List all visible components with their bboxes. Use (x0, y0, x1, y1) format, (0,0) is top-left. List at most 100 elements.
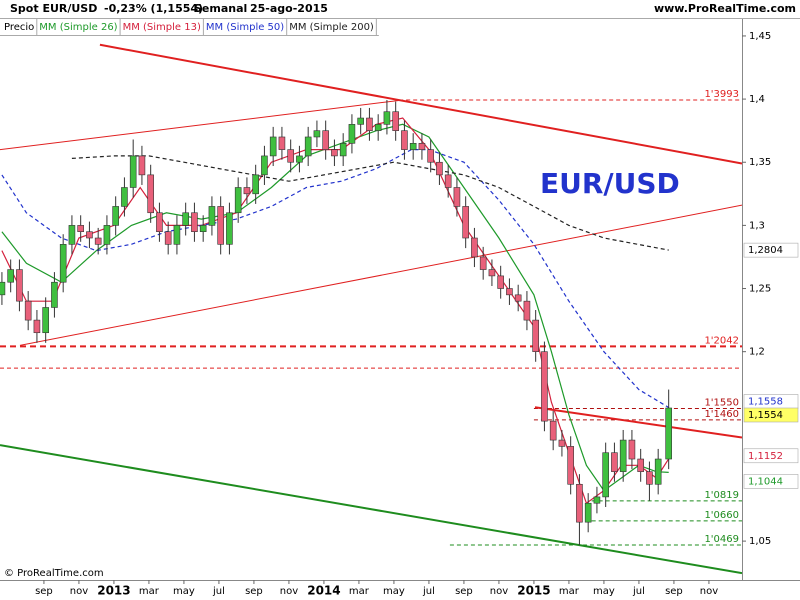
candle-body (541, 351, 548, 422)
candle-body (488, 269, 496, 277)
x-tick-label: nov (700, 586, 718, 597)
candle-body (322, 130, 329, 150)
candle-body (94, 237, 102, 245)
date: 25-ago-2015 (250, 2, 328, 15)
candle-body (532, 319, 539, 352)
candle-body (0, 281, 6, 296)
candle-body (68, 225, 76, 245)
candle-body (366, 117, 373, 131)
candle-body (33, 319, 41, 334)
candle-body (199, 225, 207, 232)
candle-body (243, 187, 251, 195)
candle-body (357, 117, 364, 125)
candle-body (234, 187, 242, 214)
x-tick-label: nov (280, 586, 298, 597)
level-label: 1'3993 (704, 89, 739, 100)
x-tick-label: may (383, 586, 405, 597)
level-label: 1'0660 (704, 510, 739, 521)
candle-body (339, 142, 347, 157)
price-tag-label: 1,1044 (748, 476, 783, 487)
trendline (99, 43, 742, 165)
price-tag (743, 242, 799, 258)
candle-body (24, 300, 32, 321)
candle-body (112, 206, 119, 226)
legend: Precio MM (Simple 26) MM (Simple 13) MM (Si… (0, 19, 379, 36)
candle-body (514, 294, 522, 302)
candle-body (462, 206, 469, 239)
candle-body (436, 161, 443, 176)
period: Semanal (194, 2, 247, 15)
candle-body (252, 174, 259, 195)
y-tick-label: 1,25 (749, 284, 771, 295)
candle-body (401, 130, 408, 150)
candle-body (374, 124, 382, 131)
legend-entry: Precio (4, 22, 34, 33)
candle-body (665, 407, 672, 460)
candle-body (138, 155, 146, 176)
moving-average (71, 155, 669, 251)
price-tag (743, 448, 799, 464)
candle-body (59, 244, 67, 283)
x-tick-label: 2014 (307, 584, 340, 598)
trendline (0, 99, 400, 151)
candle-body (147, 174, 154, 214)
candle-body (427, 149, 434, 163)
x-tick-label: jul (422, 586, 435, 597)
y-tick-label: 1,35 (749, 157, 771, 168)
candle-body (444, 174, 452, 188)
candle-body (558, 439, 566, 447)
level-label: 1'0819 (704, 490, 739, 501)
price-tag (743, 474, 799, 489)
candle-body (453, 187, 461, 207)
legend-entry: MM (Simple 200) (289, 22, 374, 33)
y-tick-label: 1,45 (749, 31, 771, 42)
trendline (0, 444, 742, 575)
candle-body (313, 130, 321, 138)
x-tick-label: 2015 (517, 584, 550, 598)
legend-entry: MM (Simple 13) (123, 22, 201, 33)
x-tick-label: sep (35, 586, 53, 597)
candle-body (269, 136, 277, 157)
footer: © ProRealTime.com (4, 568, 104, 579)
change: -0,23% (1,1554) (104, 2, 203, 15)
candle-body (217, 206, 224, 245)
candle-body (409, 142, 417, 150)
candle-body (331, 149, 338, 157)
price-tag-label: 1,1558 (748, 396, 783, 407)
candle-body (593, 496, 601, 504)
symbol: Spot EUR/USD (10, 2, 97, 15)
candle-body (348, 124, 356, 144)
x-tick-label: sep (245, 586, 263, 597)
candle-body (654, 458, 662, 485)
candle-body (16, 269, 23, 302)
candle-body (549, 420, 557, 441)
candle-body (628, 439, 636, 460)
legend-entry: MM (Simple 50) (206, 22, 284, 33)
candle-body (129, 155, 137, 188)
candle-body (611, 452, 618, 472)
x-tick-label: jul (212, 586, 225, 597)
y-tick-label: 1,05 (749, 536, 771, 547)
x-tick-label: 2013 (97, 584, 130, 598)
site: www.ProRealTime.com (654, 2, 796, 15)
x-tick-label: may (593, 586, 615, 597)
level-label: 1'1550 (704, 398, 739, 409)
legend-entry: MM (Simple 26) (39, 22, 117, 33)
candle-body (296, 155, 303, 163)
candle-body (619, 439, 627, 472)
candle-body (156, 212, 163, 232)
level-label: 1'1460 (704, 409, 739, 420)
x-tick-label: nov (490, 586, 508, 597)
x-tick-label: mar (559, 586, 580, 597)
candle-body (208, 206, 216, 226)
y-tick-label: 1,2 (749, 347, 765, 358)
candle-body (42, 307, 49, 334)
candle-body (86, 231, 93, 239)
candle-body (497, 275, 504, 289)
candle-body (103, 225, 111, 245)
candle-body (226, 212, 233, 245)
x-tick-label: mar (349, 586, 370, 597)
candle-body (51, 281, 58, 308)
